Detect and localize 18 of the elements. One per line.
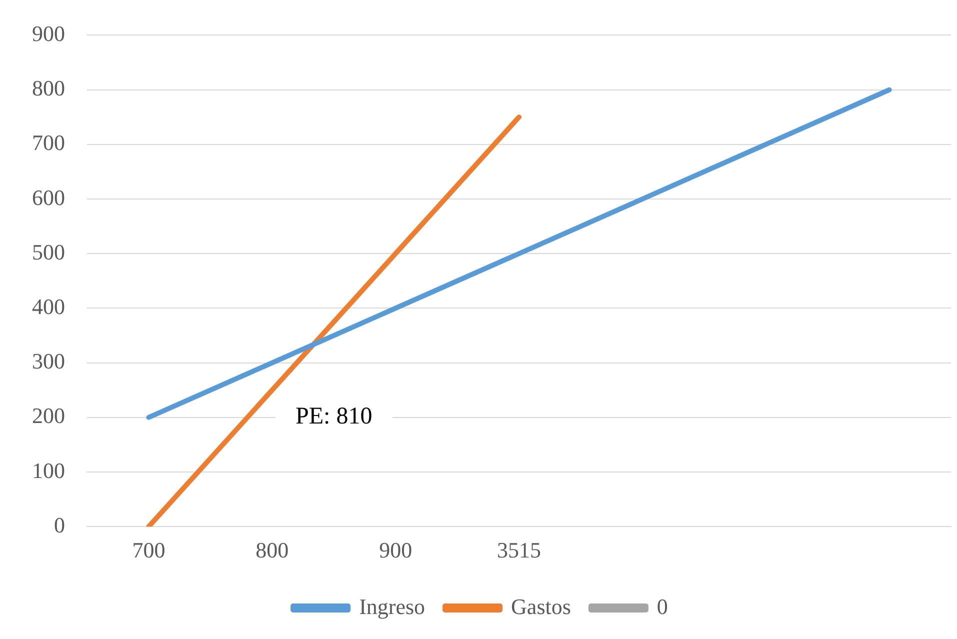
y-tick-label: 200 (32, 403, 65, 428)
y-tick-label: 300 (32, 348, 65, 374)
x-tick-label: 3515 (497, 538, 541, 563)
y-tick-label: 600 (32, 184, 65, 210)
x-tick-label: 700 (132, 538, 166, 563)
legend-label: Ingreso (359, 594, 426, 619)
y-tick-label: 100 (32, 458, 65, 483)
legend-label: Gastos (511, 594, 571, 619)
y-tick-label: 0 (54, 512, 65, 538)
annotation: PE: 810 (296, 404, 372, 430)
x-tick-label: 800 (256, 538, 289, 563)
y-tick-label: 400 (32, 294, 65, 319)
y-tick-label: 700 (32, 130, 65, 156)
x-tick-label: 900 (379, 538, 412, 563)
y-tick-label: 500 (32, 239, 65, 264)
y-tick-label: 900 (32, 20, 65, 46)
legend-label: 0 (656, 594, 668, 619)
y-tick-label: 800 (32, 76, 65, 101)
